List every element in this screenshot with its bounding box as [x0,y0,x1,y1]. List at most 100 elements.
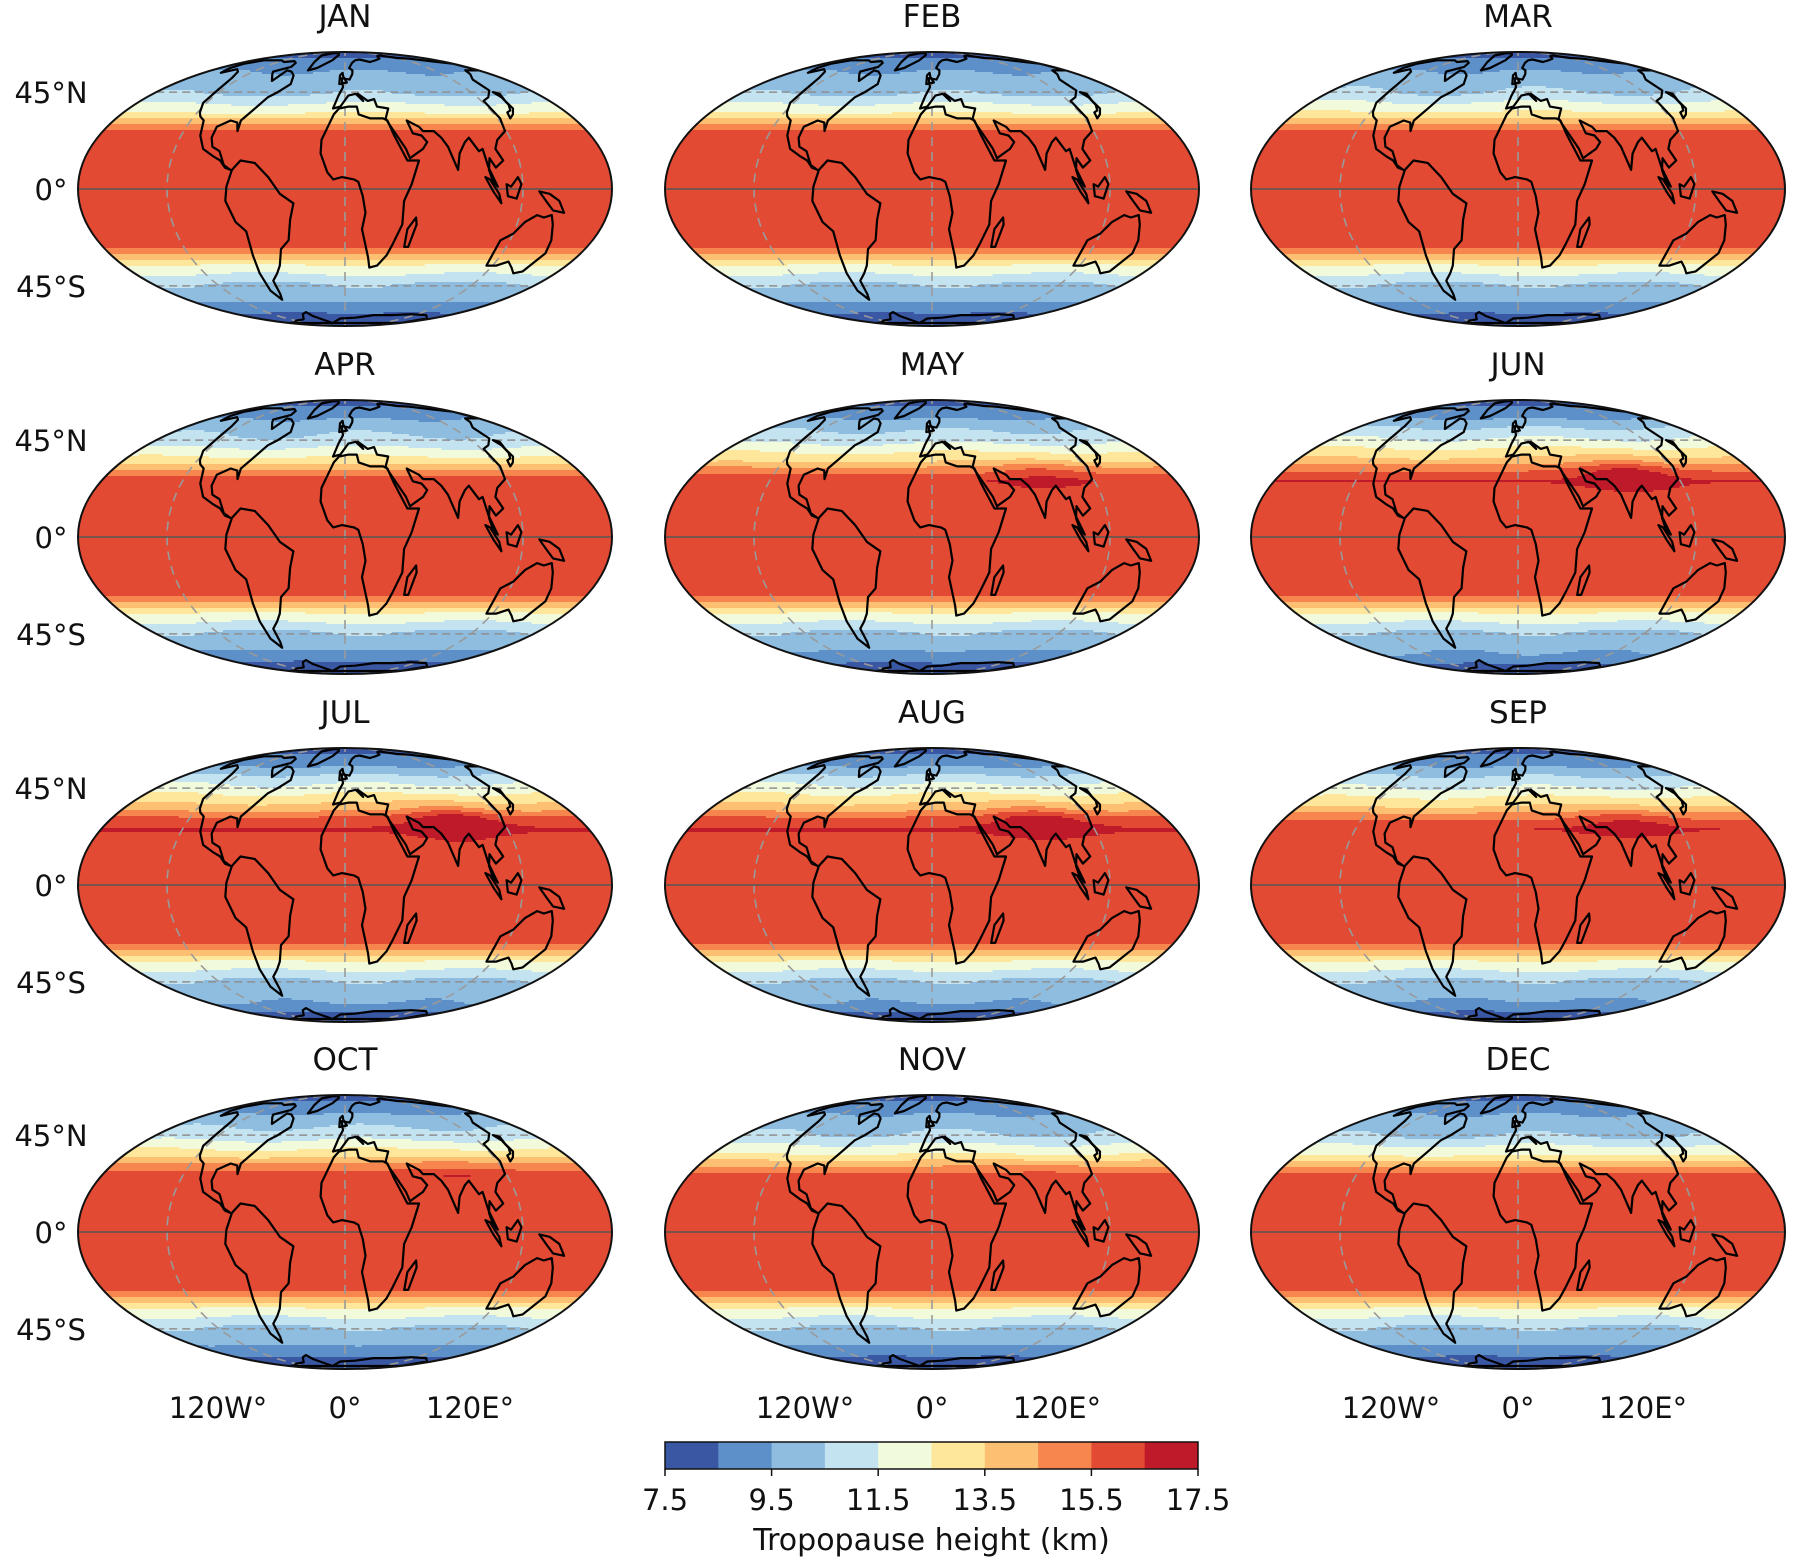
map-panel-dec: DEC [1250,1042,1786,1370]
colorbar-tick-label: 11.5 [846,1483,911,1517]
lat-label: 45°S [16,270,86,304]
colorbar-swatch [1091,1442,1146,1469]
map-panel-jul: JUL [77,695,613,1023]
coastlines [198,52,566,325]
lat-label: 0° [35,521,68,555]
graticule [78,52,612,326]
longitude-labels: 120W° 0° 120E° 120W° 0° 120E° 120W° 0° 120E° [169,1391,1687,1425]
colorbar-tick-label: 13.5 [953,1483,1018,1517]
map-outline [1250,1094,1786,1370]
coastlines [1371,400,1739,673]
graticule [1251,1095,1785,1369]
colorbar-swatch [1038,1442,1092,1469]
panel-title-aug: AUG [898,695,966,731]
map-panel-may: MAY [664,347,1200,675]
colorbar-swatch [984,1442,1039,1469]
panel-title-oct: OCT [313,1042,379,1078]
map-outline [664,747,1200,1023]
map-panel-apr: APR [77,347,613,675]
coastlines [198,1095,566,1368]
colorbar-swatch [931,1442,986,1469]
lat-label: 45°N [14,424,87,458]
map-outline [77,51,613,327]
map-outline [1250,747,1786,1023]
coastlines [198,748,566,1021]
lat-label: 45°N [14,1119,87,1153]
map-outline [664,1094,1200,1370]
graticule [665,400,1199,674]
coastlines [1371,748,1739,1021]
colorbar-swatch [718,1442,773,1469]
lon-label: 0° [916,1391,949,1425]
panel-title-jun: JUN [1488,347,1545,383]
colorbar-tick-label: 15.5 [1059,1483,1124,1517]
graticule [78,748,612,1022]
map-panel-sep: SEP [1250,695,1786,1023]
latitude-labels: 45°N 0° 45°S 45°N 0° 45°S 45°N 0° 45°S 45°N 0° 45°S [14,76,87,1347]
graticule [1251,52,1785,326]
lon-label: 120W° [756,1391,855,1425]
map-outline [1250,399,1786,675]
map-panel-feb: FEB [664,0,1200,327]
panel-title-apr: APR [314,347,375,383]
map-panel-mar: MAR [1250,0,1786,327]
panel-title-dec: DEC [1485,1042,1550,1078]
colorbar-tick-label: 17.5 [1166,1483,1231,1517]
coastlines [1371,52,1739,325]
graticule [665,1095,1199,1369]
map-panel-nov: NOV [664,1042,1200,1370]
map-panel-oct: OCT [77,1042,613,1370]
map-outline [1250,51,1786,327]
monthly-map-panels: JAN FEB MAR APR MAY JUN JUL AUG SEP OCT NOV DEC [77,0,1786,1370]
lat-label: 45°S [16,618,86,652]
colorbar-swatch [1144,1442,1199,1469]
panel-title-mar: MAR [1483,0,1553,35]
map-panel-jun: JUN [1250,347,1786,675]
map-outline [77,399,613,675]
graticule [665,748,1199,1022]
map-outline [77,1094,613,1370]
map-panel-aug: AUG [664,695,1200,1023]
colorbar-swatch [878,1442,932,1469]
lon-label: 120E° [1013,1391,1101,1425]
lon-label: 120W° [169,1391,268,1425]
panel-title-may: MAY [900,347,965,383]
lon-label: 0° [329,1391,362,1425]
lat-label: 45°S [16,1313,86,1347]
coastlines [1371,1095,1739,1368]
colorbar-frame [664,1441,1199,1470]
map-outline [664,399,1200,675]
lat-label: 45°S [16,966,86,1000]
lat-label: 45°N [14,772,87,806]
lon-label: 120E° [426,1391,514,1425]
coastlines [785,748,1153,1021]
lon-label: 0° [1502,1391,1535,1425]
panel-title-jan: JAN [317,0,372,35]
map-outline [77,747,613,1023]
colorbar-swatch [665,1442,719,1469]
lon-label: 120E° [1599,1391,1687,1425]
lat-label: 0° [35,1216,68,1250]
coastlines [198,400,566,673]
graticule [78,1095,612,1369]
panel-title-jul: JUL [318,695,370,731]
lat-label: 45°N [14,76,87,110]
graticule [1251,748,1785,1022]
colorbar-label: Tropopause height (km) [752,1523,1110,1558]
panel-title-nov: NOV [898,1042,966,1078]
lat-label: 0° [35,173,68,207]
lon-label: 120W° [1342,1391,1441,1425]
colorbar: 7.5 9.5 11.5 13.5 15.5 17.5 Tropopause height… [642,1441,1230,1558]
graticule [1251,400,1785,674]
map-outline [664,51,1200,327]
colorbar-ticks: 7.5 9.5 11.5 13.5 15.5 17.5 [642,1469,1230,1517]
graticule [665,52,1199,326]
colorbar-swatch [824,1442,879,1469]
colorbar-tick-label: 7.5 [642,1483,688,1517]
lat-label: 0° [35,869,68,903]
colorbar-swatches [665,1442,1199,1469]
panel-title-sep: SEP [1489,695,1547,731]
map-panel-jan: JAN [77,0,613,327]
colorbar-tick-label: 9.5 [749,1483,795,1517]
